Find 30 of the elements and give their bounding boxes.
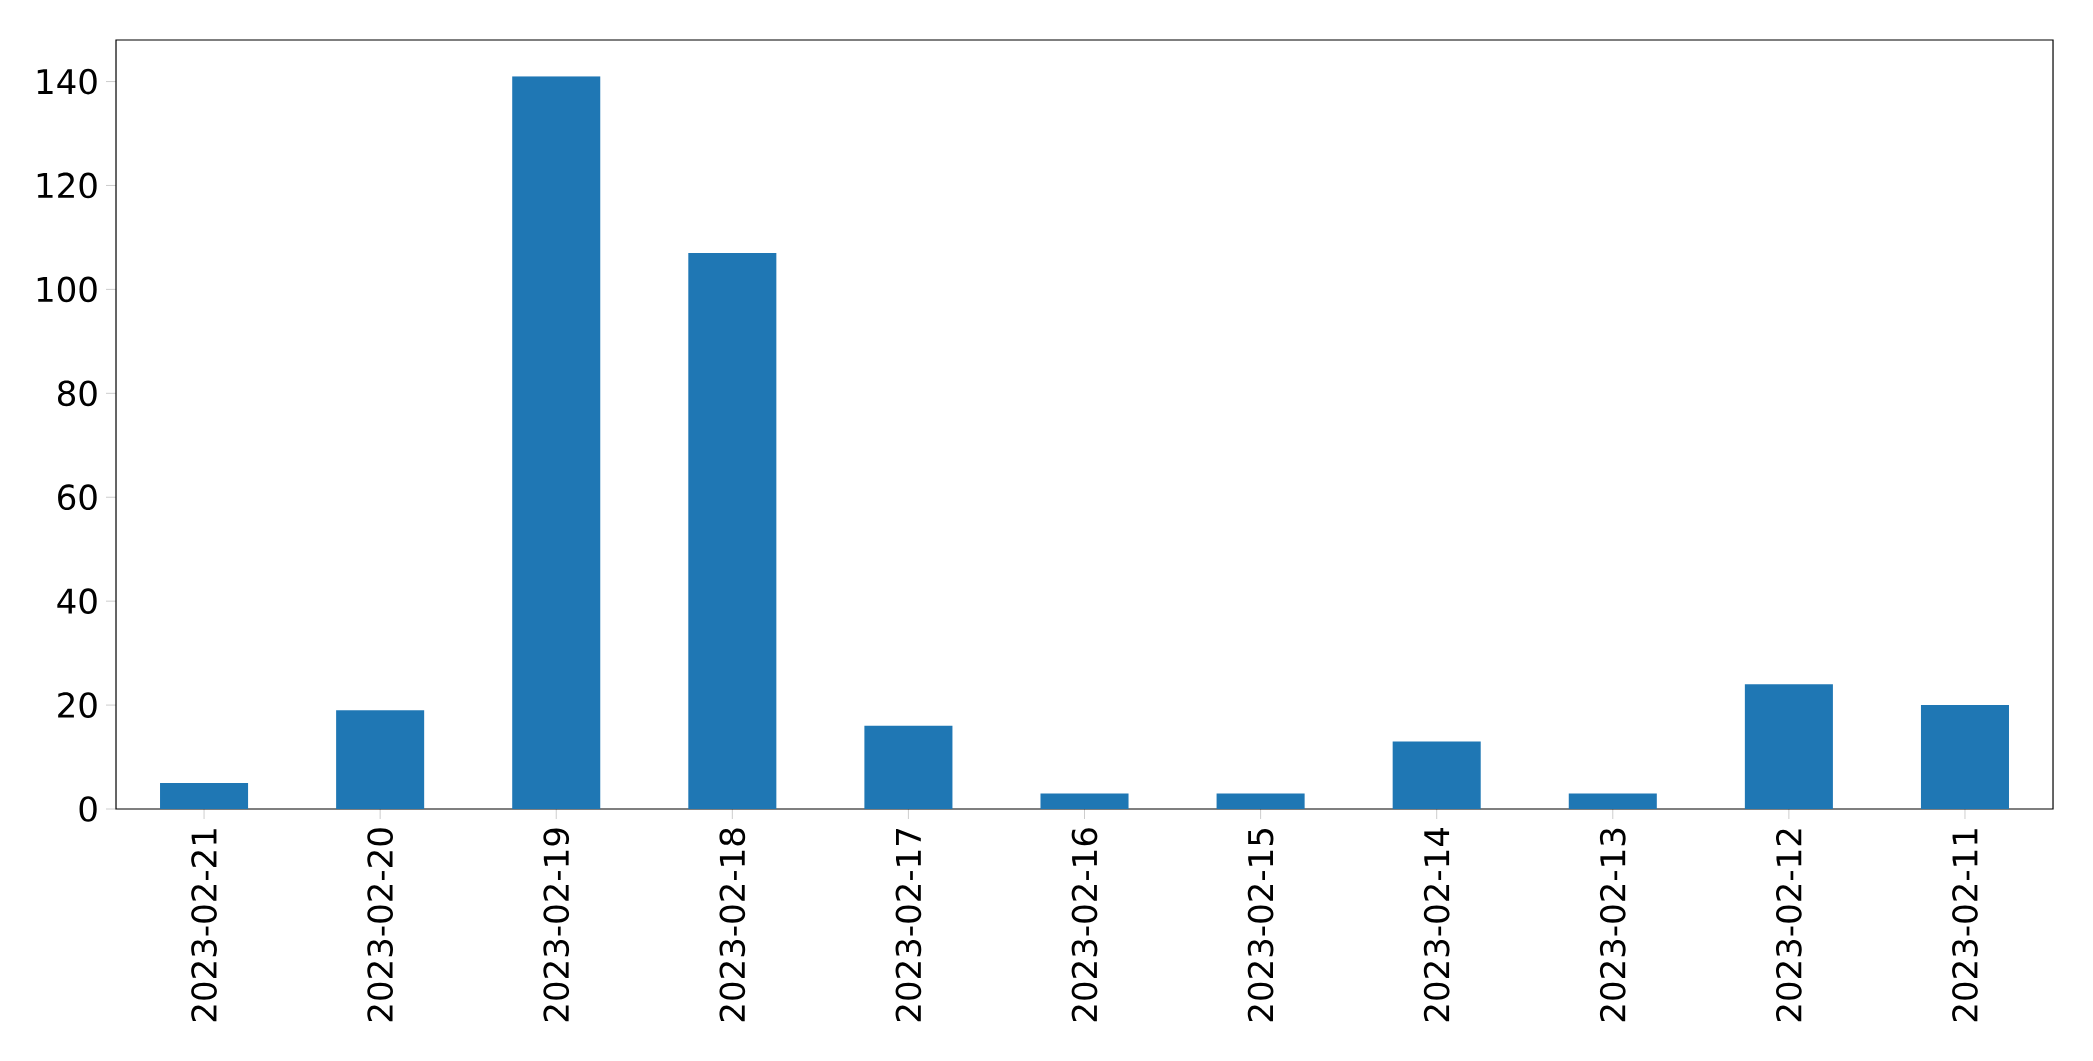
- x-tick-label: 2023-02-18: [719, 828, 746, 1022]
- bar: [160, 783, 249, 809]
- y-tick-label: 140: [37, 68, 97, 95]
- x-tick-label: 2023-02-16: [1071, 828, 1098, 1022]
- bar: [1568, 793, 1657, 809]
- bar: [1744, 684, 1833, 809]
- bar: [1216, 793, 1305, 809]
- x-tick-label: 2023-02-13: [1599, 828, 1626, 1022]
- y-tick-label: 20: [58, 692, 97, 718]
- x-tick-label: 2023-02-14: [1423, 828, 1450, 1022]
- x-tick-label: 2023-02-12: [1776, 829, 1802, 1022]
- bar: [1040, 793, 1129, 809]
- bar: [336, 710, 425, 809]
- x-tick-label: 2023-02-21: [191, 829, 217, 1022]
- bar: [1920, 705, 2009, 809]
- bar: [688, 253, 777, 809]
- x-tick-label: 2023-02-19: [543, 828, 570, 1022]
- x-tick-label: 2023-02-20: [367, 828, 393, 1022]
- x-tick-label: 2023-02-17: [895, 829, 922, 1022]
- x-tick-label: 2023-02-15: [1247, 829, 1274, 1022]
- x-tick-label: 2023-02-11: [1952, 829, 1978, 1022]
- y-tick-label: 100: [37, 276, 97, 303]
- y-tick-label: 60: [58, 484, 97, 511]
- bar: [864, 725, 953, 809]
- bar: [512, 76, 601, 809]
- y-tick-label: 40: [57, 588, 97, 615]
- y-tick-label: 80: [58, 380, 97, 407]
- y-tick-label: 120: [37, 172, 97, 199]
- y-tick-label: 0: [79, 796, 97, 822]
- bar: [1392, 741, 1481, 809]
